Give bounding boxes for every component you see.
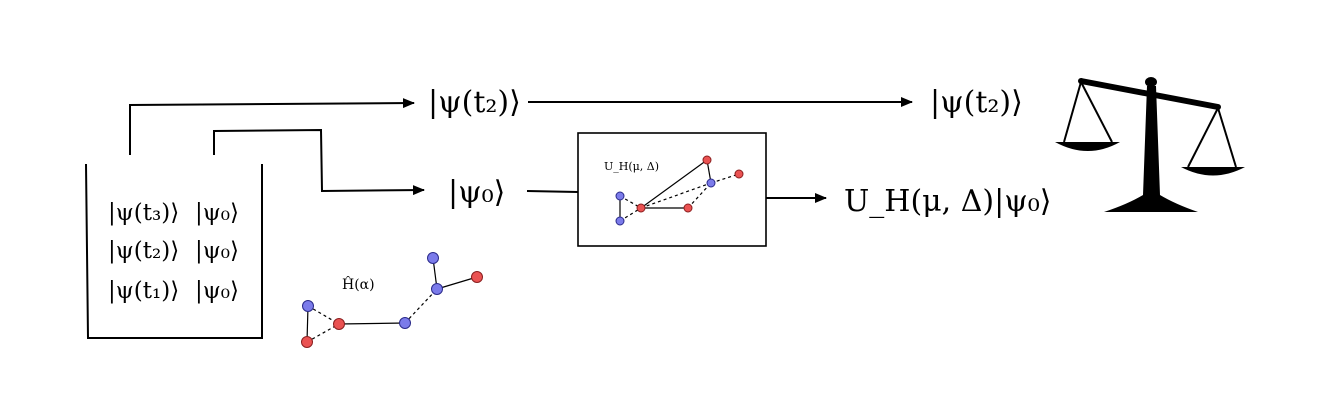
arrow-to-psi0 [214, 130, 424, 191]
output-state: U_H(μ, Δ)|ψ₀⟩ [844, 184, 1051, 219]
dataset-row-3-initial: |ψ₀⟩ [195, 278, 239, 304]
arrow-to-top-state [130, 103, 414, 155]
psi0-state: |ψ₀⟩ [448, 175, 505, 210]
balance-scale-icon [1055, 77, 1245, 212]
evolution-box [578, 133, 766, 246]
dataset-rows: |ψ(t₃)⟩ |ψ₀⟩ |ψ(t₂)⟩ |ψ₀⟩ |ψ(t₁)⟩ |ψ₀⟩ [108, 200, 239, 304]
dataset-row-1-state: |ψ(t₃)⟩ [108, 200, 179, 226]
evolution-box-label: U_H(μ, Δ) [604, 160, 659, 173]
hamiltonian-graph [302, 253, 483, 348]
top-output-state: |ψ(t₂)⟩ [930, 85, 1023, 120]
dataset-row-2-state: |ψ(t₂)⟩ [108, 238, 179, 264]
dataset-row-2-initial: |ψ₀⟩ [195, 238, 239, 264]
top-input-state: |ψ(t₂)⟩ [428, 85, 521, 120]
line-psi0-to-box [527, 191, 578, 192]
hamiltonian-label: Ĥ(α) [342, 275, 375, 293]
dataset-row-3-state: |ψ(t₁)⟩ [108, 278, 179, 304]
dataset-row-1-initial: |ψ₀⟩ [195, 200, 239, 226]
